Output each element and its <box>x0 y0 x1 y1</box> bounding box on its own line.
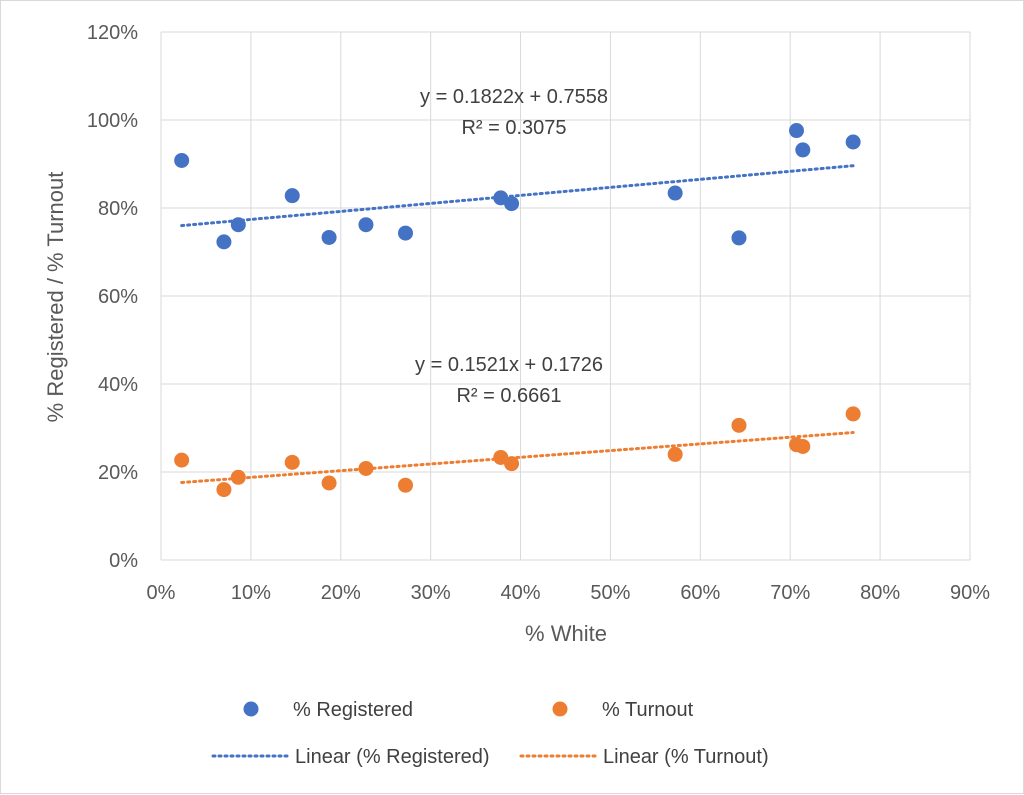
axes: 0% 10% 20% 30% 40% 50% 60% 70% 80% 90% 0% 20% 40% 60%… <box>87 22 990 604</box>
trendline-turnout <box>180 431 855 485</box>
data-point-turnout <box>216 482 232 498</box>
legend-marker-registered <box>243 701 259 717</box>
x-tick-label: 50% <box>590 582 630 604</box>
registered-r2: R² = 0.3075 <box>461 117 566 139</box>
data-point-registered <box>174 152 190 168</box>
turnout-r2: R² = 0.6661 <box>456 385 561 407</box>
y-tick-label: 0% <box>109 550 138 572</box>
trendline-equations: y = 0.1822x + 0.7558 R² = 0.3075 y = 0.1… <box>415 86 608 407</box>
data-point-registered <box>789 123 805 139</box>
data-point-turnout <box>795 438 811 454</box>
data-point-registered <box>795 142 811 158</box>
y-tick-label: 20% <box>98 462 138 484</box>
legend-label-turnout: % Turnout <box>602 699 694 721</box>
y-axis-title: % Registered / % Turnout <box>43 172 68 423</box>
x-tick-label: 90% <box>950 582 990 604</box>
y-tick-label: 60% <box>98 286 138 308</box>
data-point-registered <box>358 217 374 233</box>
data-point-turnout <box>845 406 861 422</box>
y-tick-label: 40% <box>98 374 138 396</box>
y-tick-label: 80% <box>98 198 138 220</box>
data-point-turnout <box>358 460 374 476</box>
data-points <box>174 123 861 498</box>
x-tick-label: 10% <box>231 582 271 604</box>
data-point-turnout <box>397 477 413 493</box>
data-point-turnout <box>731 417 747 433</box>
turnout-equation: y = 0.1521x + 0.1726 <box>415 354 603 376</box>
x-tick-label: 60% <box>680 582 720 604</box>
x-axis-title: % White <box>525 621 607 646</box>
x-tick-label: 0% <box>147 582 176 604</box>
data-point-registered <box>321 229 337 245</box>
data-point-registered <box>845 134 861 150</box>
legend-label-turnout-trend: Linear (% Turnout) <box>603 746 769 768</box>
data-point-registered <box>667 185 683 201</box>
trendlines <box>180 164 855 485</box>
legend-label-registered-trend: Linear (% Registered) <box>295 746 490 768</box>
y-tick-label: 120% <box>87 22 138 44</box>
legend-label-registered: % Registered <box>293 699 413 721</box>
registered-equation: y = 0.1822x + 0.7558 <box>420 86 608 108</box>
trendline-registered <box>180 164 855 228</box>
data-point-registered <box>731 230 747 246</box>
legend-marker-turnout <box>552 701 568 717</box>
data-point-registered <box>230 217 246 233</box>
x-tick-label: 20% <box>321 582 361 604</box>
data-point-registered <box>216 234 232 250</box>
data-point-turnout <box>321 475 337 491</box>
x-tick-label: 40% <box>501 582 541 604</box>
data-point-registered <box>397 225 413 241</box>
data-point-turnout <box>230 469 246 485</box>
data-point-turnout <box>284 454 300 470</box>
data-point-turnout <box>504 456 520 472</box>
x-tick-label: 80% <box>860 582 900 604</box>
gridlines <box>160 31 971 561</box>
data-point-registered <box>284 188 300 204</box>
data-point-turnout <box>174 452 190 468</box>
x-tick-label: 30% <box>411 582 451 604</box>
x-tick-label: 70% <box>770 582 810 604</box>
data-point-turnout <box>667 446 683 462</box>
y-tick-label: 100% <box>87 110 138 132</box>
legend: % Registered % Turnout Linear (% Registe… <box>211 699 769 768</box>
data-point-registered <box>504 196 520 212</box>
